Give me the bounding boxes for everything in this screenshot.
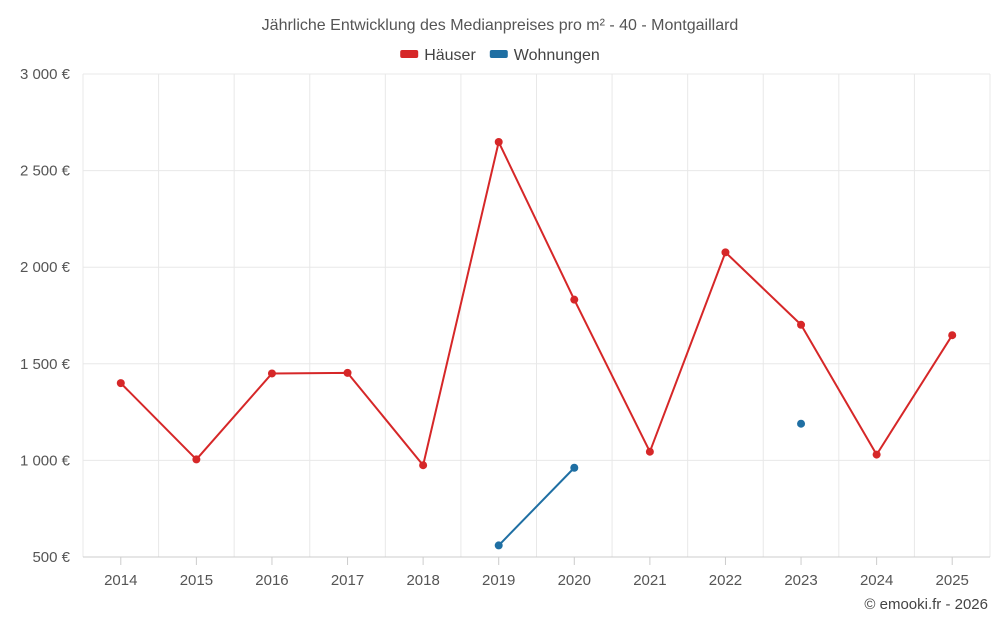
- data-point: [116, 379, 125, 388]
- y-tick-label: 2 500 €: [20, 163, 71, 180]
- data-point: [645, 447, 654, 456]
- chart-title: Jährliche Entwicklung des Medianpreises …: [262, 17, 739, 34]
- x-tick-label: 2020: [558, 572, 591, 589]
- x-tick-label: 2019: [482, 572, 515, 589]
- data-point: [797, 320, 806, 329]
- series-haeuser: [116, 138, 957, 470]
- grid: [82, 73, 991, 557]
- data-point: [570, 463, 579, 472]
- data-point: [192, 455, 201, 464]
- legend-item: Häuser: [400, 47, 476, 64]
- y-tick-label: 2 000 €: [20, 259, 71, 276]
- y-tick-label: 1 500 €: [20, 356, 71, 373]
- y-tick-label: 500 €: [32, 549, 70, 566]
- data-point: [570, 295, 579, 304]
- data-point: [872, 450, 881, 459]
- data-point: [797, 419, 806, 428]
- legend-label: Häuser: [424, 47, 476, 64]
- x-tick-label: 2023: [784, 572, 817, 589]
- data-point: [721, 248, 730, 257]
- data-point: [267, 369, 276, 378]
- legend-swatch: [489, 50, 508, 58]
- series-line: [120, 141, 954, 467]
- y-tick-label: 1 000 €: [20, 452, 71, 469]
- data-point: [948, 331, 957, 340]
- data-point: [494, 541, 503, 550]
- x-tick-label: 2021: [633, 572, 666, 589]
- y-tick-label: 3 000 €: [20, 66, 71, 83]
- axes: 500 € 1 000 € 1 500 € 2 000 € 2 500 € 3 000 €…: [20, 66, 990, 589]
- series-wohnungen: [494, 419, 806, 550]
- x-tick-label: 2014: [104, 572, 137, 589]
- data-point: [419, 461, 428, 470]
- series-layer: [116, 138, 957, 550]
- series-line: [497, 467, 576, 547]
- x-tick-label: 2015: [180, 572, 213, 589]
- x-tick-label: 2016: [255, 572, 288, 589]
- credit-text: © emooki.fr - 2026: [864, 596, 988, 613]
- data-point: [343, 368, 352, 377]
- x-tick-label: 2022: [709, 572, 742, 589]
- legend-item: Wohnungen: [489, 47, 600, 64]
- legend: Häuser Wohnungen: [400, 47, 600, 64]
- x-tick-label: 2025: [936, 572, 969, 589]
- x-tick-label: 2024: [860, 572, 893, 589]
- legend-swatch: [400, 50, 419, 58]
- x-tick-label: 2017: [331, 572, 364, 589]
- legend-label: Wohnungen: [514, 47, 600, 64]
- x-tick-label: 2018: [406, 572, 439, 589]
- data-point: [494, 138, 503, 147]
